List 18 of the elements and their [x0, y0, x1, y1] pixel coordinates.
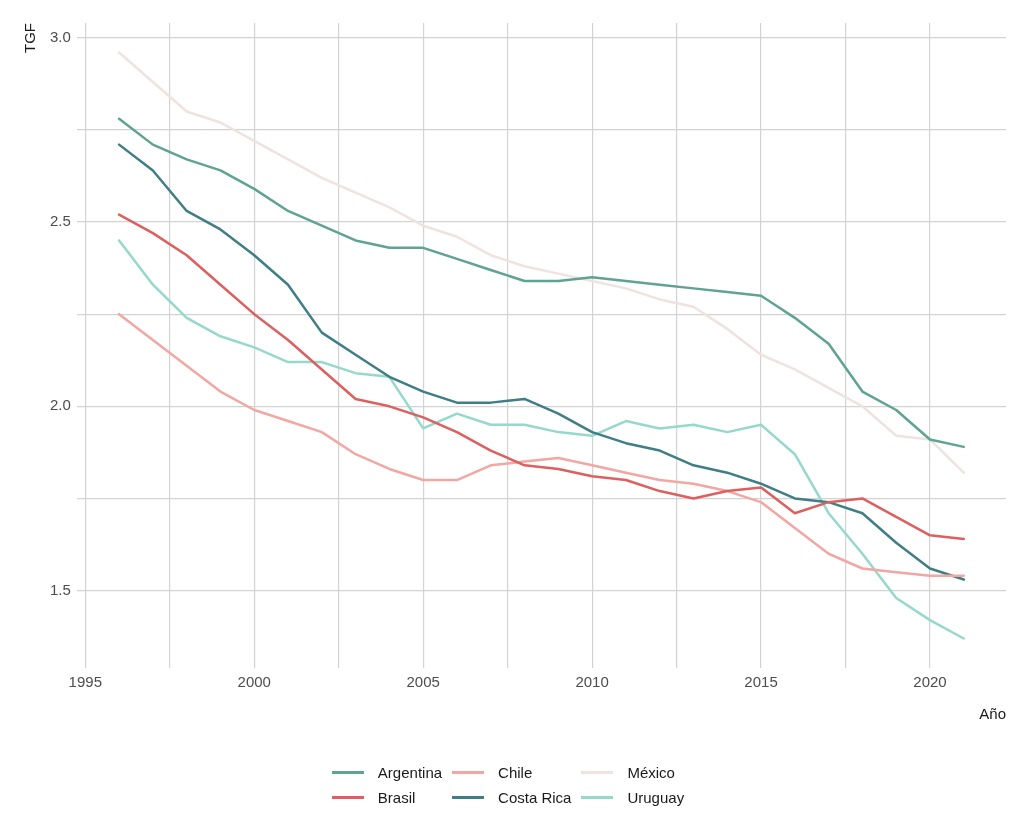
y-tick-label: 3.0 [49, 27, 71, 45]
y-tick-label: 2.0 [49, 396, 71, 414]
legend-label: Argentina [377, 764, 443, 781]
y-tick-label: 2.5 [49, 212, 71, 230]
legend-label: Costa Rica [498, 789, 572, 806]
y-axis-title: TGF [21, 23, 39, 53]
x-tick-label: 2000 [237, 673, 271, 691]
y-tick-label: 1.5 [49, 580, 71, 598]
x-tick-label: 2015 [744, 673, 778, 691]
x-tick-label: 2005 [406, 673, 440, 691]
legend-label: Brasil [377, 789, 416, 806]
x-tick-label: 2010 [575, 673, 609, 691]
x-tick-label: 1995 [68, 673, 102, 691]
legend-label: Chile [498, 764, 533, 781]
legend-label: Uruguay [627, 789, 685, 806]
legend-label: México [627, 764, 675, 781]
x-tick-label: 2020 [913, 673, 947, 691]
x-axis-title: Año [979, 705, 1006, 723]
